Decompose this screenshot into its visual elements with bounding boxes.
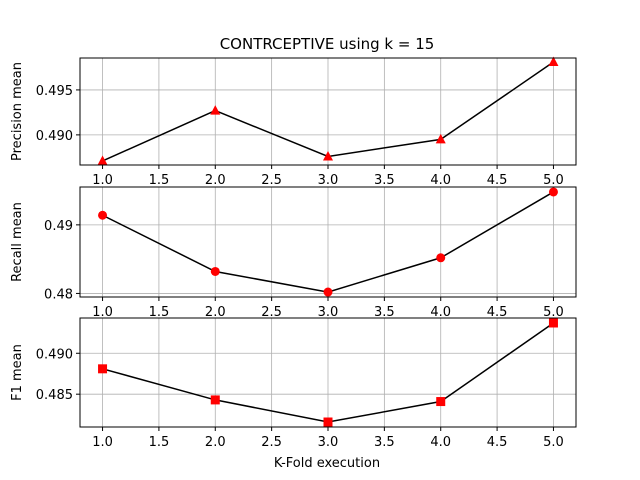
f1-xtick-label-1: 1.5 [149,435,170,450]
f1-point-4 [436,397,446,407]
recall-xtick-label-3: 2.5 [261,305,282,320]
f1-xtick-label-5: 3.5 [374,435,395,450]
recall-ytick-label-1: 0.49 [44,219,73,234]
precision-xtick-label-1: 1.5 [149,173,170,188]
f1-point-5 [548,318,558,328]
precision-xtick-label-6: 4.0 [430,173,451,188]
recall-point-4 [436,253,446,263]
precision-point-1 [97,155,108,165]
subplot-precision: 1.0 1.5 2.0 2.5 3.0 3.5 4.0 4.5 5.0 0.490 0.495 Pre… [10,56,577,188]
precision-y-axis-label: Precision mean [10,62,25,161]
recall-point-2 [210,266,220,276]
f1-y-axis-label: F1 mean [10,344,25,401]
recall-point-1 [98,210,108,220]
f1-xtick-label-6: 4.0 [430,435,451,450]
recall-xtick-label-2: 2.0 [205,305,226,320]
precision-xtick-label-4: 3.0 [318,173,339,188]
precision-xtick-label-2: 2.0 [205,173,226,188]
precision-xtick-label-8: 5.0 [543,173,564,188]
f1-point-1 [98,364,108,374]
subplot-recall: 1.0 1.5 2.0 2.5 3.0 3.5 4.0 4.5 5.0 0.48 0.49 Recal… [10,186,577,320]
recall-xtick-label-8: 5.0 [543,305,564,320]
recall-point-5 [548,187,558,197]
f1-xtick-label-4: 3.0 [318,435,339,450]
x-axis-label: K-Fold execution [274,456,380,471]
f1-xtick-label-3: 2.5 [261,435,282,450]
precision-ytick-label-1: 0.495 [36,84,73,99]
f1-xtick-label-8: 5.0 [543,435,564,450]
f1-ytick-label-0: 0.485 [36,388,73,403]
f1-point-3 [323,417,333,427]
f1-xtick-label-0: 1.0 [92,435,113,450]
precision-xtick-label-0: 1.0 [92,173,113,188]
recall-xtick-label-4: 3.0 [318,305,339,320]
f1-xtick-label-7: 4.5 [487,435,508,450]
f1-ytick-label-1: 0.490 [36,347,73,362]
recall-xtick-label-6: 4.0 [430,305,451,320]
recall-xtick-label-0: 1.0 [92,305,113,320]
recall-point-3 [323,287,333,297]
recall-xtick-label-7: 4.5 [487,305,508,320]
recall-ytick-label-0: 0.48 [44,287,73,302]
recall-y-axis-label: Recall mean [10,202,25,282]
figure-title: CONTRCEPTIVE using k = 15 [220,35,435,53]
precision-point-4 [435,133,446,144]
precision-point-3 [323,150,333,161]
precision-xtick-label-5: 3.5 [374,173,395,188]
recall-xtick-label-1: 1.5 [149,305,170,320]
f1-point-2 [210,395,220,405]
f1-xtick-label-2: 2.0 [205,435,226,450]
subplot-f1: 1.0 1.5 2.0 2.5 3.0 3.5 4.0 4.5 5.0 0.485 0.490 F1 … [10,317,577,450]
precision-xtick-label-7: 4.5 [487,173,508,188]
recall-xtick-label-5: 3.5 [374,305,395,320]
precision-xtick-label-3: 2.5 [261,173,282,188]
precision-ytick-label-0: 0.490 [36,129,73,144]
precision-point-2 [210,105,221,115]
precision-point-5 [548,56,559,67]
